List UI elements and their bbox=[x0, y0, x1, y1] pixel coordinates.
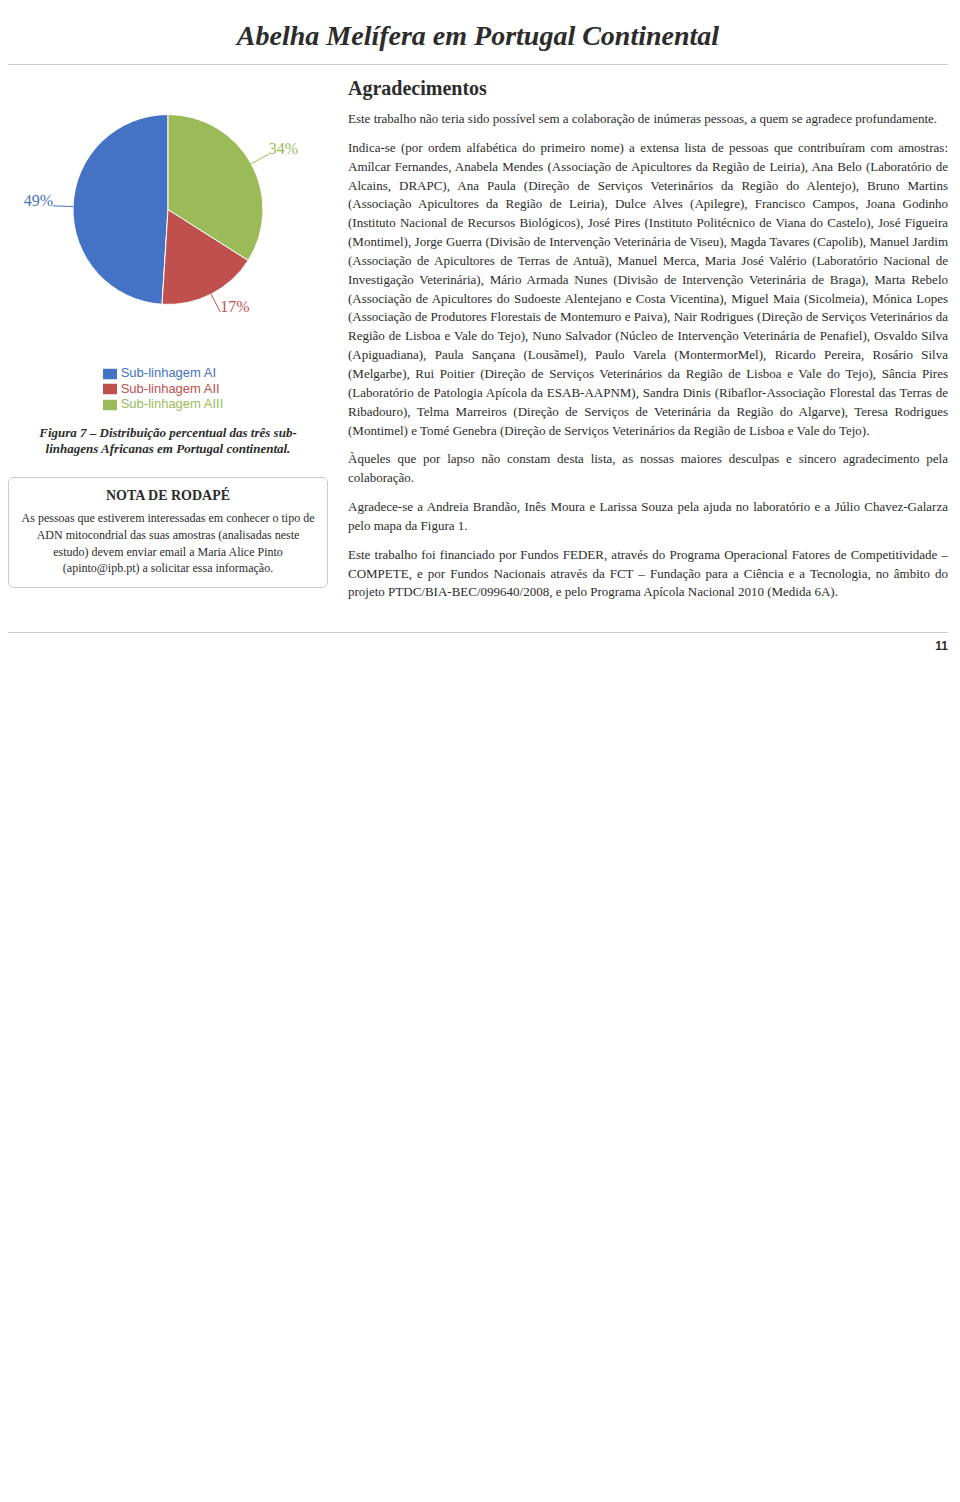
html-text:Indica-se (por ordem alfabétic: Indica-se (por ordem alfabética do prime… bbox=[348, 139, 948, 438]
html-text:Sub-linhagem AII: Sub-linhagem AII bbox=[120, 380, 220, 396]
html-text:Este trabalho foi financiado p: Este trabalho foi financiado por Fundos … bbox=[348, 546, 948, 600]
html-text:Àqueles que por lapso não cons: Àqueles que por lapso não constam desta … bbox=[348, 451, 948, 486]
html-text:Agradecimentos: Agradecimentos bbox=[348, 77, 487, 99]
svg-text:49%: 49% bbox=[24, 192, 53, 209]
html-text:Figura 7 – Distribuição percen: Figura 7 – Distribuição percentual das t… bbox=[39, 425, 297, 456]
html-text:Abelha Melífera em Portugal Co: Abelha Melífera em Portugal Continental bbox=[236, 20, 720, 51]
html-text:Sub-linhagem AIII: Sub-linhagem AIII bbox=[120, 396, 224, 412]
svg-text:34%: 34% bbox=[269, 140, 298, 157]
html-text:As pessoas que estiverem inter: As pessoas que estiverem interessadas em… bbox=[21, 511, 315, 576]
html-text:Agradece-se a Andreia Brandão,: Agradece-se a Andreia Brandão, Inês Mour… bbox=[348, 499, 948, 533]
html-text:NOTA DE RODAPÉ: NOTA DE RODAPÉ bbox=[105, 488, 231, 503]
html-text:Sub-linhagem AI: Sub-linhagem AI bbox=[120, 365, 217, 381]
html-text:Este trabalho não teria sido p: Este trabalho não teria sido possível se… bbox=[348, 111, 938, 126]
svg-text:17%: 17% bbox=[220, 298, 249, 315]
html-text:11: 11 bbox=[935, 639, 948, 654]
